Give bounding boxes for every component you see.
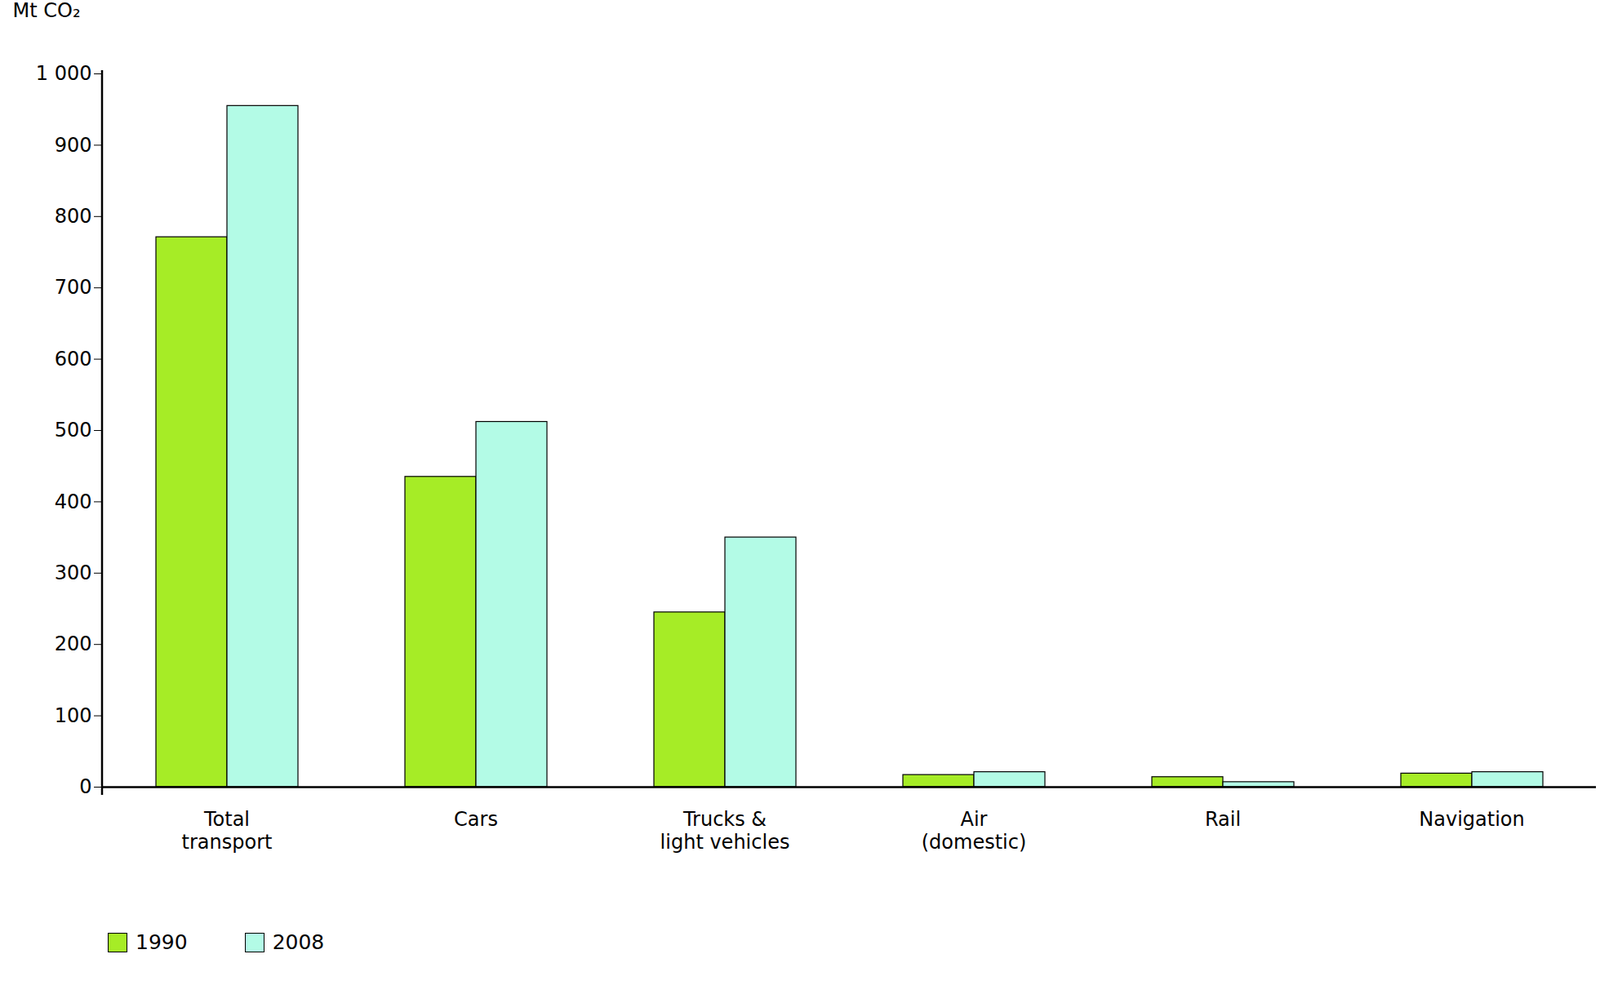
svg-text:300: 300: [54, 561, 93, 585]
svg-text:400: 400: [54, 490, 93, 514]
svg-text:Trucks &light vehicles: Trucks &light vehicles: [660, 808, 791, 854]
svg-text:1 000: 1 000: [35, 62, 93, 85]
svg-text:800: 800: [54, 204, 93, 228]
svg-text:0: 0: [79, 775, 92, 799]
svg-text:500: 500: [54, 418, 93, 442]
html-text:1990: 1990: [135, 930, 188, 955]
svg-text:Totaltransport: Totaltransport: [182, 808, 273, 854]
svg-text:Cars: Cars: [453, 808, 498, 832]
svg-text:100: 100: [54, 704, 93, 728]
svg-text:Air(domestic): Air(domestic): [921, 808, 1027, 854]
svg-text:200: 200: [54, 632, 93, 656]
svg-text:900: 900: [54, 133, 93, 157]
svg-text:Mt CO₂: Mt CO₂: [13, 0, 81, 23]
svg-text:600: 600: [54, 347, 93, 371]
svg-text:Rail: Rail: [1204, 808, 1241, 832]
svg-text:700: 700: [54, 275, 93, 299]
html-text:2008: 2008: [272, 930, 325, 955]
svg-text:Navigation: Navigation: [1418, 808, 1525, 832]
